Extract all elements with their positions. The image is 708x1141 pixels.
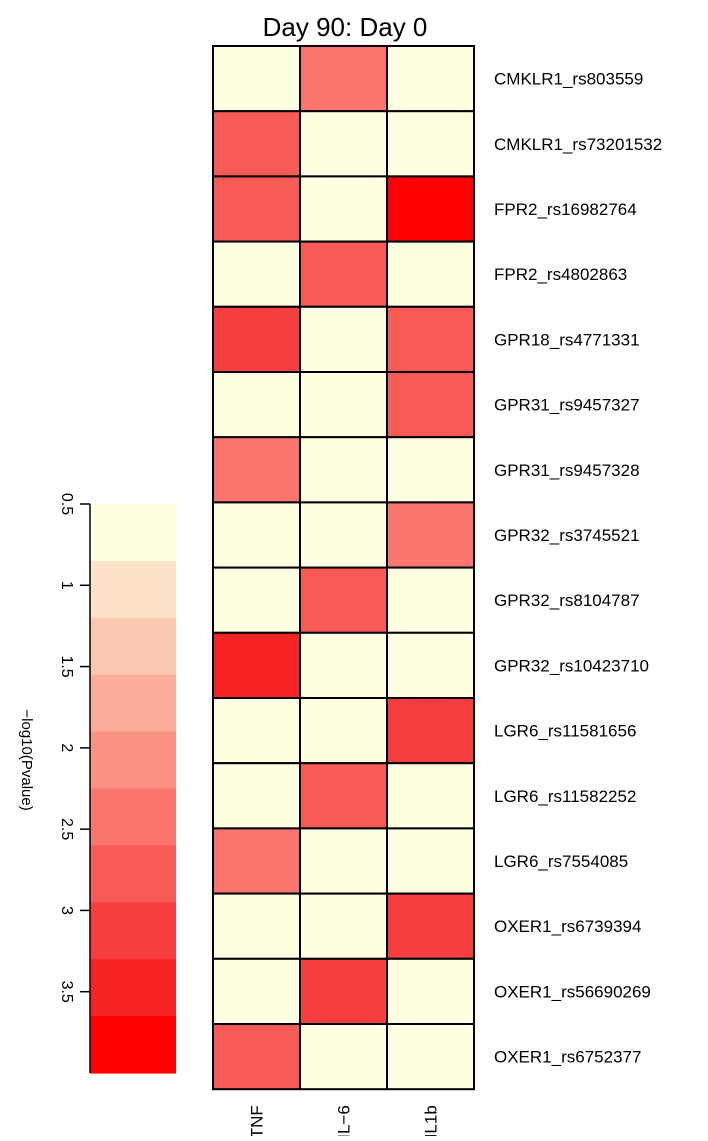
chart-title: Day 90: Day 0	[263, 12, 428, 42]
colorbar-bin	[90, 845, 176, 903]
colorbar-bin	[90, 560, 176, 619]
heatmap-cell	[386, 762, 475, 830]
heatmap-cell	[212, 957, 301, 1025]
heatmap-cell	[299, 566, 388, 634]
column-label: IL−6	[335, 1105, 354, 1136]
colorbar-bin	[90, 731, 176, 790]
heatmap-grid	[212, 45, 475, 1091]
heatmap-cell	[212, 305, 301, 373]
heatmap-cell	[299, 436, 388, 504]
colorbar-bin	[90, 674, 176, 733]
heatmap-cell	[386, 1023, 475, 1091]
heatmap-cell	[212, 175, 301, 243]
heatmap-cell	[386, 631, 475, 699]
colorbar-tick-label: 2	[58, 743, 75, 752]
heatmap-cell	[212, 240, 301, 308]
heatmap-cell	[299, 240, 388, 308]
heatmap-cell	[212, 371, 301, 439]
column-label: TNF	[248, 1105, 267, 1136]
heatmap-cell	[212, 45, 301, 113]
heatmap-cell	[299, 371, 388, 439]
row-labels: CMKLR1_rs803559 CMKLR1_rs73201532 FPR2_rs1…	[494, 70, 662, 1067]
heatmap-cell	[212, 1023, 301, 1091]
colorbar-label: −log10(Pvalue)	[18, 709, 35, 810]
heatmap-cell	[386, 110, 475, 178]
row-label: FPR2_rs4802863	[494, 265, 627, 284]
colorbar-tick-label: 3	[58, 906, 75, 915]
colorbar-bin	[90, 504, 176, 562]
row-label: OXER1_rs56690269	[494, 982, 651, 1001]
heatmap-cell	[386, 436, 475, 504]
row-label: CMKLR1_rs73201532	[494, 135, 662, 154]
heatmap-cell	[299, 827, 388, 895]
heatmap-cell	[212, 436, 301, 504]
colorbar-bin	[90, 902, 176, 960]
row-label: GPR32_rs10423710	[494, 656, 649, 675]
column-labels: TNF IL−6 IL1b	[248, 1105, 441, 1139]
row-label: LGR6_rs7554085	[494, 852, 628, 871]
row-label: GPR32_rs3745521	[494, 526, 640, 545]
colorbar-bin	[90, 959, 176, 1017]
colorbar-bin	[90, 788, 176, 846]
heatmap-cell	[386, 957, 475, 1025]
heatmap-cell	[212, 566, 301, 634]
heatmap-cell	[212, 892, 301, 960]
colorbar-tick-label: 3.5	[58, 981, 75, 1003]
colorbar-tick-label: 2.5	[58, 818, 75, 840]
row-label: GPR18_rs4771331	[494, 330, 640, 349]
heatmap-cell	[212, 110, 301, 178]
heatmap-cell	[299, 631, 388, 699]
heatmap-cell	[299, 110, 388, 178]
heatmap-cell	[299, 501, 388, 569]
heatmap-cell	[386, 371, 475, 439]
heatmap-cell	[212, 827, 301, 895]
row-label: LGR6_rs11581656	[494, 722, 636, 741]
colorbar-bin	[90, 617, 176, 676]
colorbar-tick-label: 1	[58, 581, 75, 590]
colorbar-tick-label: 1.5	[58, 655, 75, 677]
heatmap-cell	[212, 762, 301, 830]
heatmap-cell	[386, 175, 475, 243]
row-label: GPR31_rs9457328	[494, 461, 640, 480]
colorbar: 0.5 1 1.5 2 2.5 3 3.5 −log10(Pvalue)	[18, 493, 176, 1074]
heatmap-cell	[299, 697, 388, 765]
row-label: CMKLR1_rs803559	[494, 70, 643, 89]
row-label: OXER1_rs6739394	[494, 917, 641, 936]
heatmap-cell	[386, 45, 475, 113]
heatmap-cell	[386, 501, 475, 569]
heatmap-cell	[212, 697, 301, 765]
heatmap-cell	[299, 305, 388, 373]
row-label: GPR32_rs8104787	[494, 591, 640, 610]
heatmap-cell	[299, 892, 388, 960]
heatmap-cell	[386, 697, 475, 765]
heatmap-cell	[212, 631, 301, 699]
row-label: FPR2_rs16982764	[494, 200, 637, 219]
heatmap-cell	[212, 501, 301, 569]
heatmap-cell	[386, 566, 475, 634]
row-label: GPR31_rs9457327	[494, 396, 640, 415]
colorbar-tick-label: 0.5	[58, 493, 75, 515]
heatmap-cell	[299, 762, 388, 830]
heatmap-cell	[386, 892, 475, 960]
column-label: IL1b	[422, 1105, 441, 1136]
heatmap-cell	[386, 827, 475, 895]
heatmap-cell	[386, 240, 475, 308]
colorbar-bin	[90, 1016, 176, 1074]
heatmap-cell	[299, 1023, 388, 1091]
heatmap-cell	[386, 305, 475, 373]
row-label: LGR6_rs11582252	[494, 787, 636, 806]
heatmap-cell	[299, 175, 388, 243]
row-label: OXER1_rs6752377	[494, 1048, 641, 1067]
heatmap-cell	[299, 45, 388, 113]
heatmap-cell	[299, 957, 388, 1025]
